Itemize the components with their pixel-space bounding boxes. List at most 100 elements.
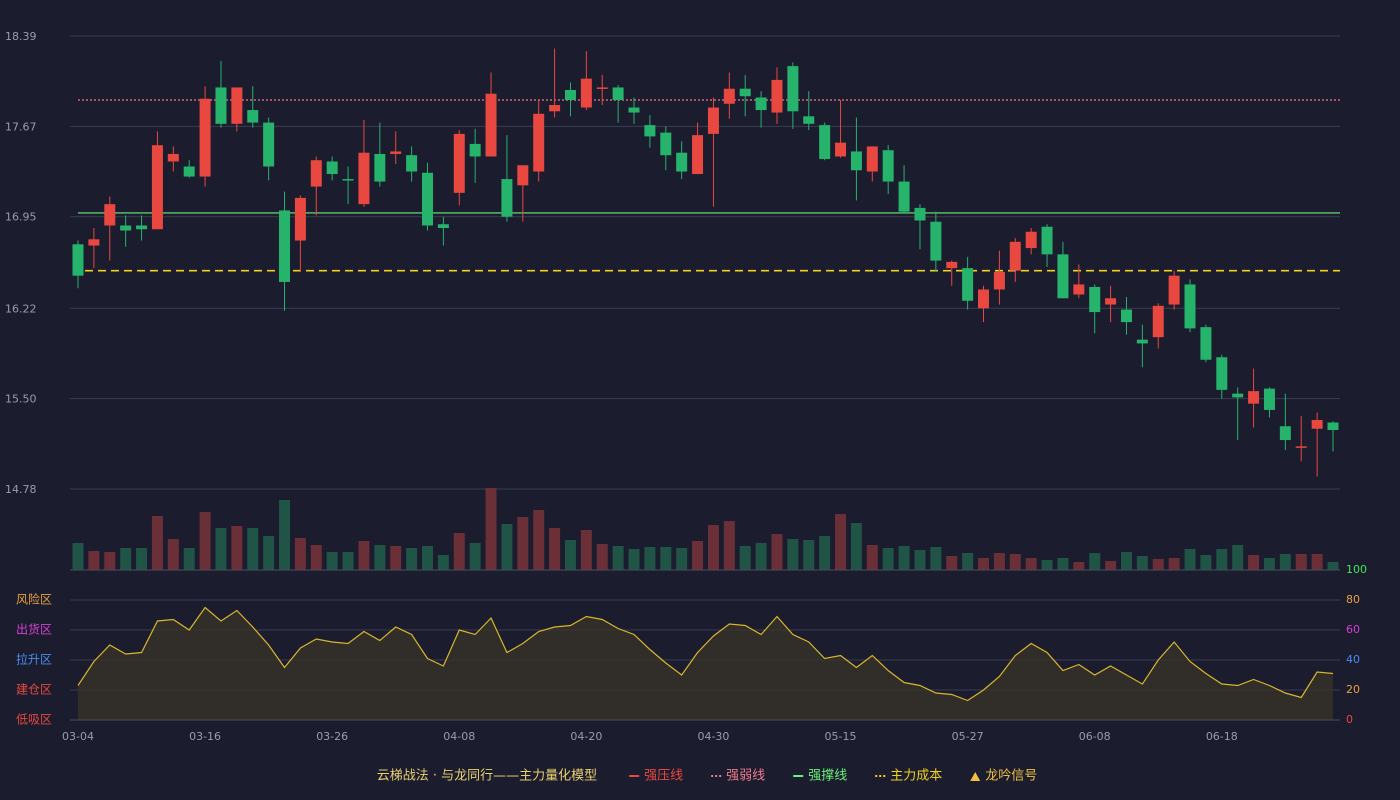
candle-body (1279, 426, 1291, 441)
x-tick-label: 05-15 (825, 730, 857, 743)
volume-bar (1295, 554, 1307, 570)
candle-body (263, 122, 275, 167)
volume-bar (819, 536, 831, 570)
volume-bar (358, 541, 370, 570)
x-tick-label: 05-27 (952, 730, 984, 743)
candle-body (850, 151, 862, 171)
candle-body (1248, 391, 1260, 404)
volume-bar (835, 514, 847, 570)
volume-bar (580, 530, 592, 570)
candle-body (151, 145, 163, 230)
y-tick-label: 17.67 (5, 120, 37, 133)
candle-body (707, 107, 719, 134)
volume-bar (104, 552, 116, 570)
volume-bar (374, 545, 386, 570)
volume-bar (1232, 545, 1244, 570)
volume-bar (1089, 553, 1101, 570)
volume-bar (1057, 558, 1069, 570)
zone-label: 低吸区 (16, 713, 52, 727)
volume-bar (421, 546, 433, 570)
volume-bar (692, 541, 704, 570)
candle-body (1105, 298, 1117, 305)
volume-bar (612, 546, 624, 570)
candle-body (72, 244, 84, 276)
volume-bar (914, 550, 926, 570)
candle-body (199, 98, 211, 177)
candle-body (120, 225, 132, 231)
volume-bar (406, 548, 418, 570)
candle-body (231, 87, 243, 124)
candle-body (1184, 284, 1196, 329)
candle-body (1073, 284, 1085, 295)
volume-bar (1311, 554, 1323, 570)
candle-body (1168, 275, 1180, 305)
candle-body (1327, 422, 1339, 431)
volume-bar (247, 528, 259, 570)
candle-body (390, 151, 402, 154)
candle-body (1152, 305, 1164, 338)
volume-bar (342, 552, 354, 570)
volume-bar (469, 543, 481, 570)
volume-bar (787, 539, 799, 570)
legend: 云梯战法 · 与龙同行——主力量化模型 强压线 强弱线 强撑线 主力成本 龙吟信号 (377, 768, 1037, 784)
candle-body (866, 146, 878, 172)
x-tick-label: 04-30 (697, 730, 729, 743)
candle-body (1120, 309, 1132, 323)
volume-bar (72, 543, 84, 570)
volume-bar (898, 546, 910, 570)
zone-label: 拉升区 (16, 652, 52, 667)
volume-bar (549, 528, 561, 570)
volume-bar (1279, 554, 1291, 570)
zone-label: 建仓区 (16, 683, 52, 697)
candle-body (485, 93, 497, 157)
volume-bar (962, 553, 974, 570)
volume-bar (676, 548, 688, 570)
candle-body (1295, 446, 1307, 448)
volume-bar (1152, 559, 1164, 570)
volume-bar (390, 546, 402, 570)
volume-bar (771, 534, 783, 570)
candle-body (1089, 286, 1101, 313)
volume-bar (167, 539, 179, 570)
volume-bar (644, 547, 656, 570)
volume-bar (993, 553, 1005, 570)
volume-bar (485, 488, 497, 570)
legend-label: 主力成本 (890, 769, 942, 784)
volume-bar (803, 540, 815, 570)
candle-body (104, 204, 116, 226)
candle-body (1057, 254, 1069, 299)
candle-body (1025, 231, 1037, 249)
legend-label: 龙吟信号 (985, 768, 1037, 784)
candle-body (437, 224, 449, 228)
candle-body (501, 179, 513, 217)
volume-bar (978, 558, 990, 570)
x-tick-label: 03-04 (62, 730, 94, 743)
y2-tick-label: 0 (1346, 713, 1353, 726)
candle-body (549, 105, 561, 112)
volume-bar (120, 548, 132, 570)
y-tick-label: 16.22 (5, 302, 37, 315)
candle-body (294, 197, 306, 241)
candle-body (978, 289, 990, 309)
zone-label: 风险区 (16, 592, 52, 607)
candle-body (215, 87, 227, 124)
volume-bar (866, 545, 878, 570)
candle-body (739, 88, 751, 97)
volume-bar (517, 517, 529, 570)
volume-bar (1073, 562, 1085, 570)
volume-bar (1136, 556, 1148, 570)
volume-bar (88, 551, 100, 570)
volume-bar (1041, 560, 1053, 570)
candle-body (771, 79, 783, 113)
volume-bar (723, 521, 735, 570)
y-tick-label: 14.78 (5, 483, 37, 496)
candle-body (1041, 226, 1053, 255)
y2-tick-label: 80 (1346, 593, 1360, 606)
volume-bar (199, 512, 211, 570)
volume-bar (151, 516, 163, 570)
volume-bar (882, 548, 894, 570)
x-tick-label: 03-16 (189, 730, 221, 743)
volume-bar (1216, 549, 1228, 570)
candle-body (342, 179, 354, 181)
volume-bar (263, 536, 275, 570)
